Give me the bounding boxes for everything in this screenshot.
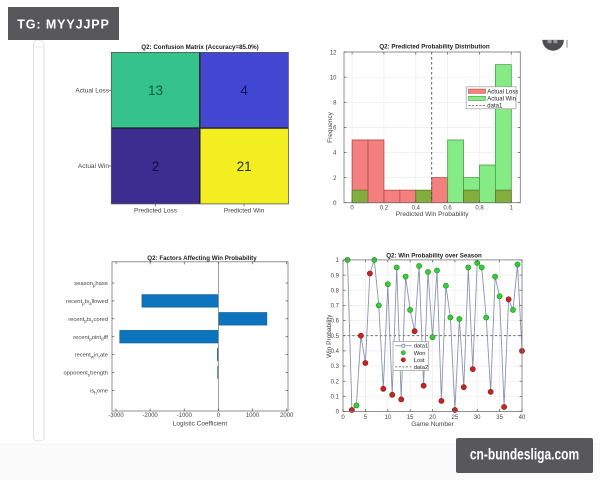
svg-text:Actual Win: Actual Win (78, 163, 109, 170)
svg-text:0.2: 0.2 (331, 379, 340, 385)
svg-text:4: 4 (333, 151, 337, 157)
svg-text:0.8: 0.8 (475, 206, 484, 212)
svg-text:Frequency: Frequency (327, 111, 334, 142)
svg-text:2: 2 (152, 159, 160, 174)
svg-text:0: 0 (333, 201, 337, 207)
svg-text:12: 12 (330, 50, 337, 56)
svg-text:Actual Win: Actual Win (487, 97, 516, 103)
svg-text:recentp​tss​cored: recentp​tss​cored (68, 317, 108, 324)
svg-text:10: 10 (384, 415, 391, 421)
svg-text:10: 10 (330, 75, 337, 81)
svg-text:-2000: -2000 (142, 413, 158, 419)
svg-text:-1000: -1000 (177, 413, 193, 419)
svg-text:TG: MYYJJPP: TG: MYYJJPP (17, 18, 110, 32)
svg-text:cn-bundesliga.com: cn-bundesliga.com (470, 445, 579, 463)
svg-text:Predicted Win Probability: Predicted Win Probability (396, 211, 469, 218)
svg-text:1000: 1000 (246, 413, 260, 419)
svg-text:Q2: Predicted Probability Dist: Q2: Predicted Probability Distribution (379, 43, 490, 50)
svg-text:Logistic Coefficient: Logistic Coefficient (173, 421, 228, 428)
svg-text:Lost: Lost (414, 358, 425, 364)
svg-text:13: 13 (148, 83, 163, 98)
svg-text:30: 30 (474, 415, 481, 421)
svg-text:Actual Loss: Actual Loss (75, 87, 109, 94)
svg-text:ish​ome: ish​ome (90, 389, 108, 396)
svg-text:0.1: 0.1 (331, 395, 340, 401)
svg-text:data1: data1 (487, 104, 503, 110)
svg-text:0.4: 0.4 (331, 349, 340, 355)
svg-text:0.9: 0.9 (331, 273, 340, 279)
svg-text:Actual Loss: Actual Loss (487, 89, 518, 95)
svg-text:0.6: 0.6 (443, 206, 452, 212)
svg-text:Q2: Confusion Matrix (Accuracy: Q2: Confusion Matrix (Accuracy=85.0%) (141, 44, 258, 51)
svg-text:21: 21 (237, 159, 252, 174)
svg-text:0.3: 0.3 (331, 364, 340, 370)
svg-text:0: 0 (336, 410, 340, 416)
svg-text:recentw​inr​ate: recentw​inr​ate (75, 353, 108, 360)
svg-text:6: 6 (333, 126, 337, 132)
svg-text:0.4: 0.4 (412, 206, 421, 212)
svg-text:1: 1 (336, 258, 340, 264)
svg-text:0: 0 (341, 415, 345, 421)
svg-text:8: 8 (333, 101, 337, 107)
svg-text:1: 1 (510, 206, 514, 212)
svg-text:Win Probability: Win Probability (326, 314, 333, 358)
svg-text:Predicted Win: Predicted Win (224, 208, 265, 215)
svg-text:0: 0 (350, 206, 354, 212)
svg-text:2: 2 (333, 176, 337, 182)
svg-text:recentp​ointd​iff: recentp​ointd​iff (73, 335, 108, 342)
svg-text:Won: Won (414, 351, 426, 357)
svg-text:Q2: Win Probability over Seaso: Q2: Win Probability over Season (386, 253, 482, 260)
svg-text:0.2: 0.2 (380, 206, 389, 212)
svg-text:opponents​trength: opponents​trength (64, 371, 108, 378)
svg-text:20: 20 (429, 415, 436, 421)
svg-text:0.6: 0.6 (331, 319, 340, 325)
svg-text:40: 40 (519, 415, 526, 421)
svg-text:recentp​tsa​llowed: recentp​tsa​llowed (66, 299, 108, 306)
svg-text:2000: 2000 (280, 413, 294, 419)
svg-text:data2: data2 (414, 365, 429, 371)
svg-text:35: 35 (496, 415, 503, 421)
svg-text:Predicted Loss: Predicted Loss (134, 208, 178, 215)
svg-text:data1: data1 (414, 344, 429, 350)
svg-text:0: 0 (217, 413, 221, 419)
svg-text:Q2: Factors Affecting Win Prob: Q2: Factors Affecting Win Probability (147, 255, 257, 262)
svg-text:5: 5 (364, 415, 368, 421)
svg-text:-3000: -3000 (108, 413, 124, 419)
svg-text:0.7: 0.7 (331, 304, 340, 310)
svg-text:0.5: 0.5 (331, 334, 340, 340)
svg-text:seasonp​hase: seasonp​hase (74, 281, 108, 288)
svg-text:Game Number: Game Number (411, 421, 454, 428)
svg-text:15: 15 (407, 415, 414, 421)
svg-text:25: 25 (452, 415, 459, 421)
svg-text:4: 4 (240, 83, 248, 98)
svg-text:0.8: 0.8 (331, 288, 340, 294)
